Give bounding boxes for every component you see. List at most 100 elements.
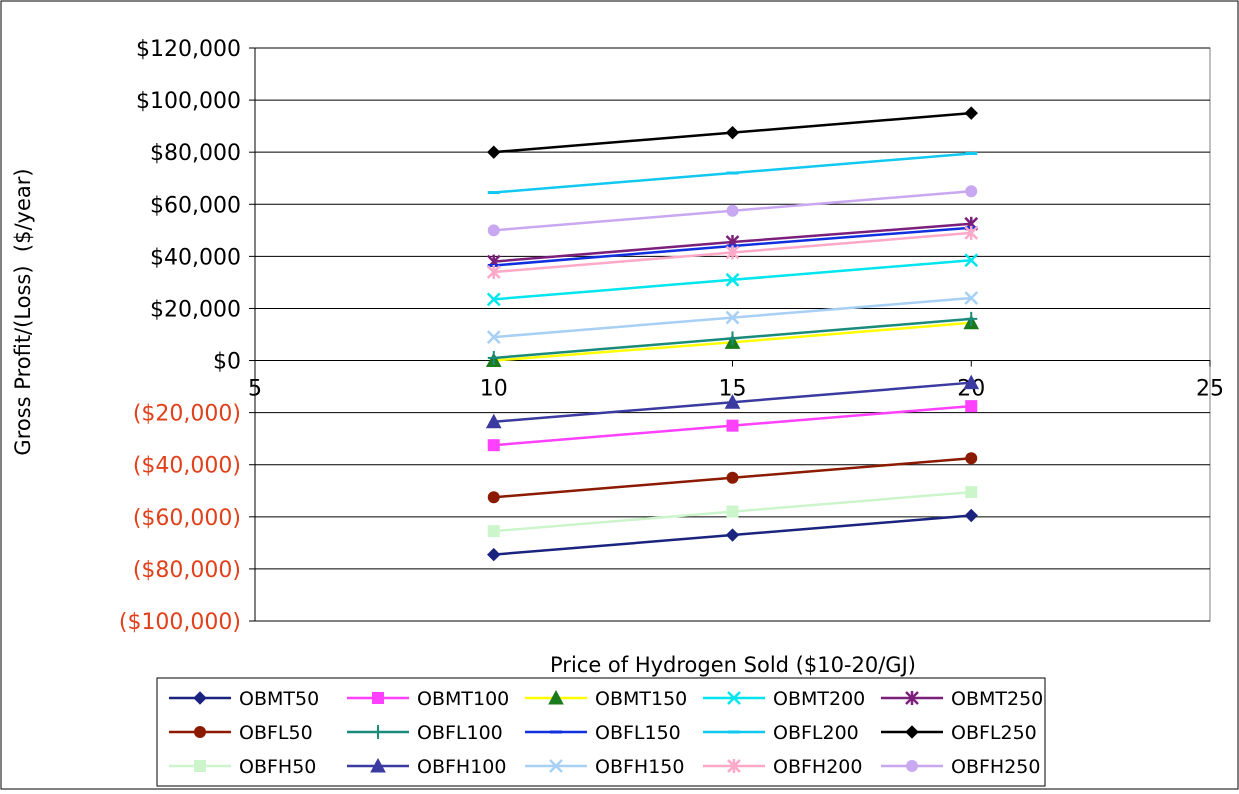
- data-point: [486, 330, 501, 344]
- data-point: [549, 759, 563, 773]
- data-point: [965, 486, 978, 499]
- data-point: [726, 505, 739, 518]
- data-point: [485, 413, 502, 429]
- legend-item: OBMT250: [881, 688, 1043, 710]
- y-axis-label: Gross Profit/(Loss) ($/year): [11, 168, 35, 455]
- legend-item: OBFL100: [347, 722, 503, 744]
- data-point: [965, 311, 978, 326]
- data-point: [725, 125, 740, 140]
- y-tick-label: $20,000: [150, 297, 241, 322]
- x-tick-label: 10: [480, 377, 508, 402]
- legend-label: OBMT50: [239, 688, 319, 710]
- data-point: [486, 292, 501, 307]
- x-tick-label: 25: [1196, 377, 1224, 402]
- data-point: [905, 691, 919, 705]
- data-point: [726, 419, 739, 432]
- data-point: [726, 331, 739, 346]
- legend-item: OBFH50: [169, 756, 316, 778]
- data-point: [372, 725, 384, 739]
- legend-item: OBMT50: [169, 688, 319, 710]
- data-point: [965, 400, 978, 413]
- series-obfl50: [487, 452, 978, 504]
- x-tick-label: 5: [248, 377, 262, 402]
- data-point: [487, 350, 500, 365]
- series-obfl250: [487, 106, 978, 159]
- legend-item: OBMT150: [525, 688, 687, 710]
- data-point: [725, 245, 740, 260]
- data-point: [963, 374, 980, 390]
- series-obfh150: [486, 291, 979, 344]
- legend-item: OBFL200: [703, 722, 859, 744]
- legend-label: OBFL100: [417, 722, 503, 744]
- y-tick-label: $100,000: [136, 89, 241, 114]
- data-point: [727, 691, 741, 705]
- data-point: [372, 692, 384, 704]
- series-obfl200: [487, 151, 978, 195]
- y-tick-label: $120,000: [136, 37, 241, 62]
- data-point: [964, 508, 978, 523]
- y-tick-label: ($60,000): [133, 506, 241, 531]
- data-point: [726, 204, 739, 217]
- series-obmt50: [487, 508, 978, 562]
- data-point: [725, 310, 740, 325]
- series-obmt200: [486, 253, 979, 307]
- legend-label: OBFL50: [239, 722, 313, 744]
- data-point: [727, 759, 741, 773]
- data-point: [370, 757, 386, 773]
- data-point: [964, 225, 979, 240]
- data-point: [725, 528, 740, 542]
- legend-item: OBFL50: [169, 722, 313, 744]
- y-tick-label: $0: [213, 350, 241, 375]
- legend-label: OBMT200: [773, 688, 865, 710]
- data-point: [905, 725, 919, 739]
- series-obfh50: [487, 486, 978, 538]
- legend-item: OBFL150: [525, 722, 681, 744]
- data-point: [193, 691, 207, 705]
- series-obfl100: [487, 311, 978, 365]
- y-axis-ticks: $120,000 $100,000 $80,000 $60,000 $40,000 $20…: [119, 37, 241, 635]
- data-point: [194, 760, 206, 772]
- legend-label: OBFH250: [951, 756, 1040, 778]
- data-point: [725, 272, 740, 287]
- legend-label: OBFH150: [595, 756, 684, 778]
- legend-label: OBFL250: [951, 722, 1037, 744]
- legend-item: OBFH100: [347, 756, 506, 778]
- data-point: [487, 224, 500, 237]
- legend-label: OBMT150: [595, 688, 687, 710]
- x-axis-label: Price of Hydrogen Sold ($10-20/GJ): [550, 653, 916, 677]
- legend: OBMT50 OBMT100 OBMT150 OBMT200 OBMT250 OBFL50…: [156, 677, 1046, 787]
- data-point: [726, 471, 739, 484]
- legend-label: OBFH100: [417, 756, 506, 778]
- y-tick-label: $60,000: [150, 193, 241, 218]
- y-tick-label: ($80,000): [133, 558, 241, 583]
- series-obmt100: [487, 400, 978, 452]
- legend-item: OBFL250: [881, 722, 1037, 744]
- data-point: [965, 185, 978, 198]
- y-tick-label: $40,000: [150, 245, 241, 270]
- data-point: [906, 760, 918, 772]
- legend-label: OBMT100: [417, 688, 509, 710]
- series-obfh250: [487, 185, 978, 237]
- data-point: [487, 439, 500, 452]
- data-point: [487, 525, 500, 538]
- legend-item: OBMT200: [703, 688, 865, 710]
- data-point: [487, 145, 501, 159]
- legend-label: OBFL150: [595, 722, 681, 744]
- series-obfh200: [486, 225, 979, 279]
- legend-item: OBFH200: [703, 756, 862, 778]
- y-tick-label: $80,000: [150, 141, 241, 166]
- legend-label: OBMT250: [951, 688, 1043, 710]
- legend-item: OBMT100: [347, 688, 509, 710]
- data-point: [487, 491, 500, 504]
- data-point: [194, 726, 206, 738]
- legend-item: OBFH250: [881, 756, 1040, 778]
- y-tick-label: ($40,000): [133, 454, 241, 479]
- data-point: [724, 394, 741, 409]
- data-point: [486, 264, 501, 279]
- series-layer: [485, 106, 980, 562]
- legend-label: OBFL200: [773, 722, 859, 744]
- series-obfh100: [485, 374, 980, 429]
- y-tick-label: ($100,000): [119, 610, 241, 635]
